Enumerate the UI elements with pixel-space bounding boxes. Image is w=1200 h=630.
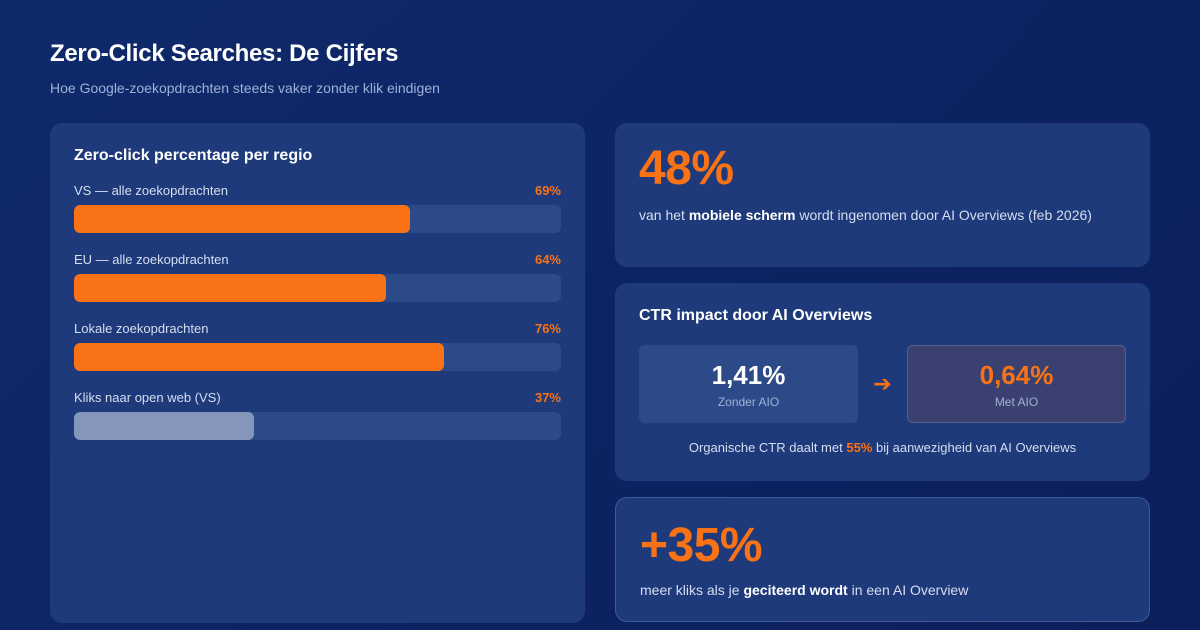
stat-text-part: van het: [639, 207, 689, 223]
ctr-comparison: 1,41% Zonder AIO ➔ 0,64% Met AIO: [639, 345, 1126, 423]
mobile-screen-stat-text: van het mobiele scherm wordt ingenomen d…: [639, 205, 1126, 226]
region-bar-value: 37%: [534, 390, 561, 405]
region-bar-item: VS — alle zoekopdrachten 69%: [74, 183, 561, 233]
ctr-note-part: bij aanwezigheid van AI Overviews: [872, 440, 1077, 455]
region-bar-label: EU — alle zoekopdrachten: [74, 252, 229, 267]
mobile-screen-stat-value: 48%: [639, 142, 734, 195]
region-bar-fill: [74, 205, 411, 233]
ctr-without-aio-box: 1,41% Zonder AIO: [639, 345, 858, 423]
region-bar-item: Kliks naar open web (VS) 37%: [74, 390, 561, 440]
region-bar-fill: [74, 412, 255, 440]
page-title: Zero-Click Searches: De Cijfers: [50, 40, 399, 67]
region-bar-track: [74, 343, 561, 371]
ctr-with-aio-box: 0,64% Met AIO: [907, 345, 1126, 423]
ctr-card-title: CTR impact door AI Overviews: [639, 307, 873, 324]
region-bar-fill: [74, 274, 386, 302]
ctr-note-accent: 55%: [846, 440, 873, 455]
stat-text-emphasis: mobiele scherm: [688, 207, 796, 223]
ctr-with-aio-label: Met AIO: [994, 394, 1039, 409]
region-bar-label: VS — alle zoekopdrachten: [74, 183, 228, 198]
stat-text-part: wordt ingenomen door AI Overviews (feb 2…: [795, 207, 1092, 223]
ctr-without-aio-value: 1,41%: [711, 359, 786, 390]
regions-card: Zero-click percentage per regio VS — all…: [50, 123, 585, 623]
region-bar-track: [74, 274, 561, 302]
cited-clicks-stat-card: +35% meer kliks als je geciteerd wordt i…: [615, 497, 1150, 622]
ctr-note: Organische CTR daalt met 55% bij aanwezi…: [639, 440, 1126, 455]
stat-text-part: meer kliks als je: [640, 582, 744, 598]
arrow-right-icon: ➔: [873, 371, 892, 396]
page-subtitle: Hoe Google-zoekopdrachten steeds vaker z…: [50, 80, 440, 96]
region-bar-track: [74, 412, 561, 440]
region-bar-label: Kliks naar open web (VS): [74, 390, 221, 405]
region-bar-item: EU — alle zoekopdrachten 64%: [74, 252, 561, 302]
region-bar-track: [74, 205, 561, 233]
region-bar-item: Lokale zoekopdrachten 76%: [74, 321, 561, 371]
region-bar-value: 76%: [534, 321, 561, 336]
ctr-with-aio-value: 0,64%: [979, 359, 1054, 390]
ctr-without-aio-label: Zonder AIO: [717, 394, 780, 409]
stat-text-part: in een AI Overview: [847, 582, 969, 598]
regions-card-title: Zero-click percentage per regio: [74, 147, 313, 164]
stat-text-emphasis: geciteerd wordt: [743, 582, 848, 598]
cited-clicks-stat-value: +35%: [640, 519, 763, 572]
mobile-screen-stat-card: 48% van het mobiele scherm wordt ingenom…: [615, 123, 1150, 267]
page-header: Zero-Click Searches: De Cijfers Hoe Goog…: [50, 40, 440, 96]
region-bar-value: 69%: [534, 183, 561, 198]
ctr-note-part: Organische CTR daalt met: [688, 440, 847, 455]
ctr-impact-card: CTR impact door AI Overviews 1,41% Zonde…: [615, 283, 1150, 481]
cited-clicks-stat-text: meer kliks als je geciteerd wordt in een…: [640, 580, 1125, 601]
region-bar-value: 64%: [534, 252, 561, 267]
region-bar-label: Lokale zoekopdrachten: [74, 321, 209, 336]
region-bar-list: VS — alle zoekopdrachten 69% EU — alle z…: [74, 183, 561, 440]
region-bar-fill: [74, 343, 445, 371]
